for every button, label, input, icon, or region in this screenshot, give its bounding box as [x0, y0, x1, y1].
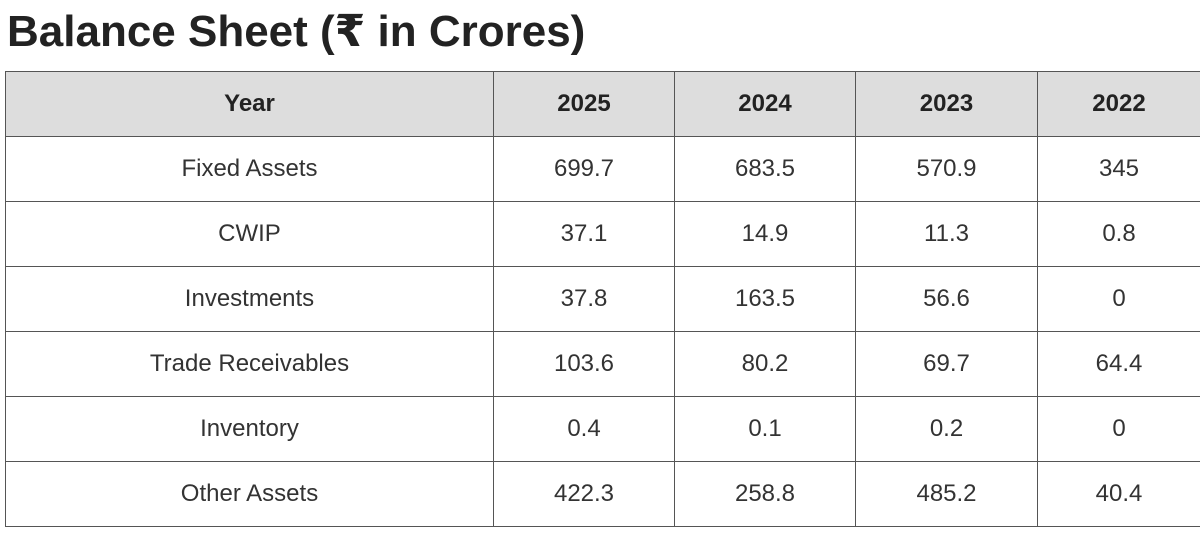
cell-value: 40.4 [1037, 461, 1200, 527]
table-row: Fixed Assets 699.7 683.5 570.9 345 [5, 136, 1200, 202]
cell-value: 0 [1037, 266, 1200, 332]
cell-value: 69.7 [855, 331, 1038, 397]
row-label: Investments [5, 266, 494, 332]
header-2024: 2024 [674, 71, 856, 137]
table-row: Trade Receivables 103.6 80.2 69.7 64.4 [5, 331, 1200, 397]
cell-value: 37.1 [493, 201, 675, 267]
cell-value: 345 [1037, 136, 1200, 202]
cell-value: 485.2 [855, 461, 1038, 527]
cell-value: 699.7 [493, 136, 675, 202]
cell-value: 0.8 [1037, 201, 1200, 267]
row-label: Trade Receivables [5, 331, 494, 397]
table-row: Inventory 0.4 0.1 0.2 0 [5, 396, 1200, 462]
header-2022: 2022 [1037, 71, 1200, 137]
cell-value: 11.3 [855, 201, 1038, 267]
row-label: Inventory [5, 396, 494, 462]
header-2023: 2023 [855, 71, 1038, 137]
cell-value: 37.8 [493, 266, 675, 332]
cell-value: 0 [1037, 396, 1200, 462]
cell-value: 0.2 [855, 396, 1038, 462]
balance-sheet-table: Year 2025 2024 2023 2022 Fixed Assets 69… [5, 71, 1200, 527]
cell-value: 0.1 [674, 396, 856, 462]
row-label: Fixed Assets [5, 136, 494, 202]
cell-value: 14.9 [674, 201, 856, 267]
cell-value: 64.4 [1037, 331, 1200, 397]
page-title: Balance Sheet (₹ in Crores) [7, 7, 586, 56]
cell-value: 56.6 [855, 266, 1038, 332]
header-year: Year [5, 71, 494, 137]
cell-value: 570.9 [855, 136, 1038, 202]
cell-value: 258.8 [674, 461, 856, 527]
table-row: Investments 37.8 163.5 56.6 0 [5, 266, 1200, 332]
cell-value: 103.6 [493, 331, 675, 397]
cell-value: 163.5 [674, 266, 856, 332]
header-row: Year 2025 2024 2023 2022 [5, 71, 1200, 137]
cell-value: 0.4 [493, 396, 675, 462]
row-label: CWIP [5, 201, 494, 267]
row-label: Other Assets [5, 461, 494, 527]
table-row: CWIP 37.1 14.9 11.3 0.8 [5, 201, 1200, 267]
header-2025: 2025 [493, 71, 675, 137]
cell-value: 683.5 [674, 136, 856, 202]
cell-value: 422.3 [493, 461, 675, 527]
table-row: Other Assets 422.3 258.8 485.2 40.4 [5, 461, 1200, 527]
cell-value: 80.2 [674, 331, 856, 397]
